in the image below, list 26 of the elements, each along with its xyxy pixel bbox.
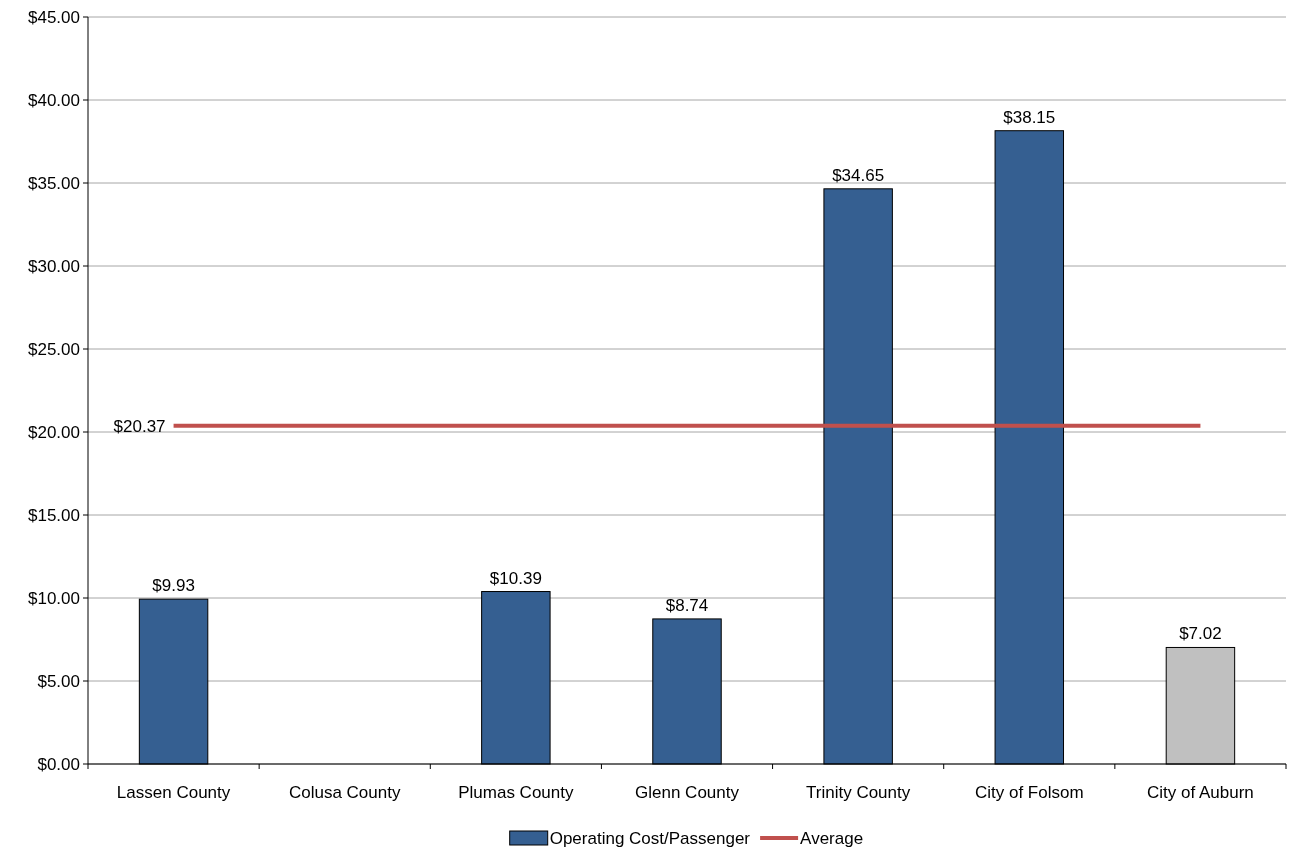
x-tick-label: Colusa County [288,783,401,802]
x-tick-label: Trinity County [806,783,911,802]
y-tick-label: $30.00 [28,256,80,276]
x-tick-label: Plumas County [458,783,574,802]
data-label: $9.93 [152,576,195,596]
y-tick-label: $25.00 [28,339,80,359]
y-tick-label: $0.00 [37,754,80,774]
y-tick-label: $35.00 [28,173,80,193]
y-tick-label: $40.00 [28,90,80,110]
x-tick-label: Lassen County [116,783,231,802]
legend-label: Average [800,829,864,848]
legend-label: Operating Cost/Passenger [549,829,751,848]
y-tick-label: $15.00 [28,505,80,525]
y-tick-label: $5.00 [37,671,80,691]
y-tick-label: $10.00 [28,588,80,608]
data-label: $34.65 [832,165,885,185]
data-label: $38.15 [1003,107,1056,127]
data-label: $10.39 [489,568,542,588]
data-label: $7.02 [1179,624,1222,644]
data-label: $8.74 [665,595,709,615]
x-tick-label: City of Auburn [1147,783,1254,802]
y-tick-label: $20.00 [28,422,80,442]
x-tick-label: Glenn County [635,783,740,802]
x-tick-label: City of Folsom [974,783,1084,802]
data-label: $20.37 [113,416,166,436]
y-tick-label: $45.00 [28,7,80,27]
